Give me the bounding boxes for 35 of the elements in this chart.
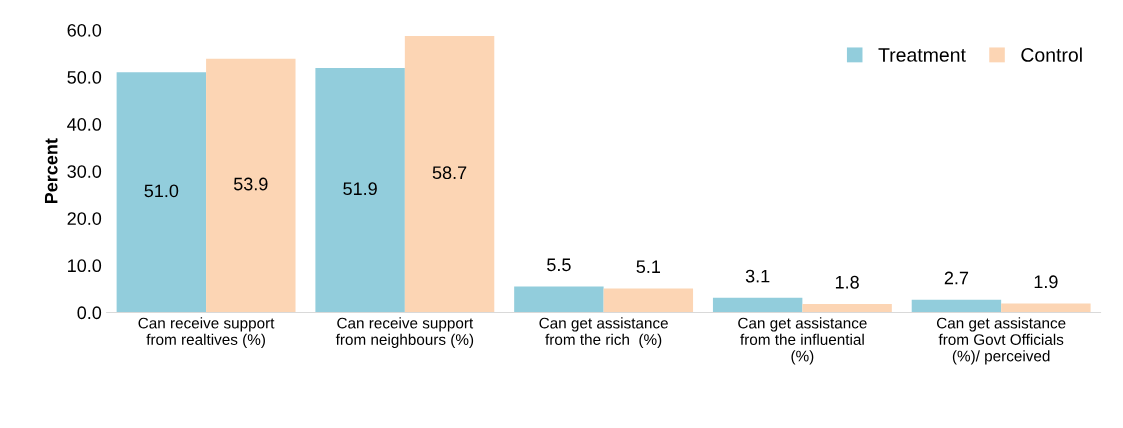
x-tick-label: Can receive support from neighbours (%) — [335, 317, 474, 348]
legend-label: Control — [1021, 47, 1082, 62]
y-axis-title: Percent — [44, 138, 58, 204]
x-tick-label: Can receive support from realtives (%) — [138, 317, 275, 348]
bar — [116, 72, 207, 313]
y-tick-label: 0.0 — [77, 306, 102, 320]
data-label: 51.0 — [144, 184, 179, 198]
data-label: 5.1 — [636, 260, 661, 274]
x-tick-label: Can get assistance from Govt Officials (%)/ perceived — [936, 317, 1066, 365]
bar — [712, 297, 803, 313]
data-label: 5.5 — [547, 258, 571, 272]
data-label: 58.7 — [432, 166, 467, 180]
bar — [911, 299, 1002, 313]
data-label: 53.9 — [233, 177, 268, 191]
bar — [514, 286, 604, 313]
data-label: 1.8 — [835, 275, 859, 289]
y-tick-label: 10.0 — [68, 259, 102, 273]
bar — [1001, 303, 1091, 313]
x-tick-label: Can get assistance from the influential (%) — [738, 317, 867, 365]
y-tick-label: 50.0 — [67, 70, 102, 84]
y-tick-label: 20.0 — [67, 212, 102, 225]
bar — [404, 36, 495, 313]
bar — [802, 303, 892, 313]
x-tick-label: Can get assistance from the rich (%) — [539, 317, 668, 348]
bar — [603, 288, 694, 313]
data-label: 2.7 — [944, 271, 969, 285]
y-tick-label: 30.0 — [67, 165, 102, 178]
bar — [315, 68, 405, 313]
y-tick-label: 40.0 — [67, 118, 102, 131]
data-label: 51.9 — [343, 182, 377, 196]
data-label: 1.9 — [1034, 275, 1058, 289]
data-label: 3.1 — [745, 269, 770, 283]
bar — [206, 58, 296, 313]
legend-label: Treatment — [878, 48, 966, 62]
y-tick-label: 60.0 — [67, 23, 102, 37]
